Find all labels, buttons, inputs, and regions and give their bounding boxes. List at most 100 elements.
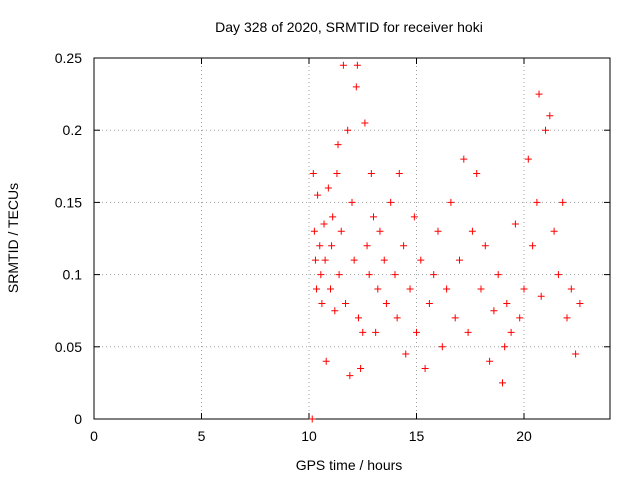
x-tick-label: 15: [409, 428, 425, 444]
data-point: [501, 343, 509, 351]
data-point: [529, 242, 537, 250]
data-point: [438, 343, 446, 351]
axis-ticks: 0 5 10 15 20 0 0.05 0.1 0.15 0.2 0.25: [55, 50, 610, 444]
data-point: [473, 170, 481, 178]
data-point: [395, 170, 403, 178]
data-point: [481, 242, 489, 250]
data-point: [460, 155, 468, 163]
data-point: [494, 271, 502, 279]
data-point: [535, 90, 543, 98]
data-point: [367, 170, 375, 178]
data-point: [572, 350, 580, 358]
data-point: [334, 141, 342, 149]
data-point: [576, 299, 584, 307]
data-point: [333, 170, 341, 178]
data-point: [363, 242, 371, 250]
data-point: [370, 213, 377, 221]
data-point: [468, 227, 476, 235]
data-points: [308, 61, 584, 423]
data-point: [353, 61, 361, 69]
data-point: [533, 198, 541, 206]
data-point: [372, 328, 380, 336]
data-point: [524, 155, 532, 163]
data-point: [421, 364, 429, 372]
data-point: [344, 126, 352, 134]
grid: [94, 58, 610, 419]
data-point: [329, 213, 337, 221]
data-point: [374, 285, 382, 293]
data-point: [314, 191, 322, 199]
data-point: [327, 285, 334, 293]
data-point: [350, 256, 358, 264]
data-point: [324, 184, 332, 192]
data-point: [321, 256, 329, 264]
y-tick-label: 0: [74, 411, 82, 427]
data-point: [335, 271, 343, 279]
data-point: [406, 285, 414, 293]
data-point: [447, 198, 455, 206]
data-point: [317, 271, 325, 279]
data-point: [546, 112, 554, 120]
plot-border: [93, 57, 611, 420]
data-point: [328, 242, 336, 250]
data-point: [348, 198, 356, 206]
data-point: [417, 256, 425, 264]
y-tick-label: 0.05: [55, 339, 82, 355]
data-point: [451, 314, 459, 322]
x-tick-label: 10: [301, 428, 317, 444]
data-point: [559, 198, 567, 206]
data-point: [434, 227, 442, 235]
data-point: [443, 285, 451, 293]
y-tick-label: 0.25: [55, 50, 82, 66]
y-axis-label: SRMTID / TECUs: [5, 183, 21, 293]
data-point: [331, 307, 339, 315]
data-point: [542, 126, 549, 134]
data-point: [464, 328, 472, 336]
data-point: [490, 307, 498, 315]
data-point: [310, 227, 318, 235]
data-point: [376, 227, 384, 235]
data-point: [346, 372, 354, 380]
data-point: [563, 314, 571, 322]
data-point: [537, 292, 545, 300]
data-point: [354, 314, 362, 322]
data-point: [554, 271, 562, 279]
data-point: [567, 285, 575, 293]
data-point: [520, 285, 528, 293]
data-point: [499, 379, 506, 387]
x-tick-label: 0: [90, 428, 98, 444]
data-point: [313, 285, 321, 293]
data-point: [391, 271, 399, 279]
y-tick-label: 0.15: [55, 194, 82, 210]
data-point: [507, 328, 515, 336]
data-point: [311, 256, 319, 264]
data-point: [316, 242, 324, 250]
data-point: [430, 271, 438, 279]
data-point: [425, 299, 433, 307]
chart-title: Day 328 of 2020, SRMTID for receiver hok…: [215, 19, 483, 35]
data-point: [387, 198, 395, 206]
data-point: [339, 61, 347, 69]
x-tick-label: 20: [516, 428, 532, 444]
data-point: [337, 227, 345, 235]
data-point: [400, 242, 408, 250]
y-tick-label: 0.2: [63, 122, 83, 138]
data-point: [318, 299, 326, 307]
data-point: [382, 299, 390, 307]
data-point: [477, 285, 485, 293]
data-point: [516, 314, 524, 322]
data-point: [402, 350, 410, 358]
data-point: [413, 328, 420, 336]
data-point: [342, 299, 350, 307]
data-point: [308, 415, 316, 423]
data-point: [503, 299, 511, 307]
data-point: [393, 314, 401, 322]
x-axis-label: GPS time / hours: [296, 457, 403, 473]
data-point: [365, 271, 373, 279]
data-point: [410, 213, 418, 221]
data-point: [380, 256, 388, 264]
y-tick-label: 0.1: [63, 267, 83, 283]
x-tick-label: 5: [198, 428, 206, 444]
data-point: [511, 220, 519, 228]
